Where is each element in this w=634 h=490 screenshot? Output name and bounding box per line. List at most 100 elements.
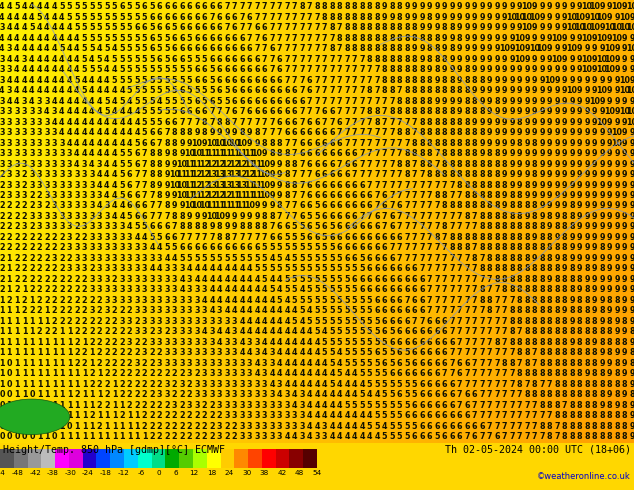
Text: 6: 6 <box>382 201 387 211</box>
Text: 4: 4 <box>352 432 358 441</box>
Text: 5: 5 <box>352 348 358 357</box>
Text: 11: 11 <box>229 201 240 211</box>
Text: 11: 11 <box>184 191 195 200</box>
Text: 4: 4 <box>44 44 49 53</box>
Text: 9: 9 <box>607 212 612 221</box>
Text: 6: 6 <box>427 359 432 368</box>
Text: 6: 6 <box>389 254 395 263</box>
Text: 8: 8 <box>592 380 597 389</box>
Text: 8: 8 <box>389 65 395 74</box>
Text: 6: 6 <box>419 306 425 316</box>
Text: 8: 8 <box>389 107 395 116</box>
Text: 8: 8 <box>532 327 538 336</box>
Text: 5: 5 <box>141 97 147 105</box>
Text: 9: 9 <box>585 75 590 85</box>
Text: 7: 7 <box>299 86 305 95</box>
Text: 3: 3 <box>51 139 57 147</box>
Text: 7: 7 <box>134 180 139 190</box>
Text: 6: 6 <box>262 23 268 32</box>
Text: 9: 9 <box>479 34 485 43</box>
Text: 7: 7 <box>389 97 395 105</box>
Text: 9: 9 <box>592 285 597 294</box>
Text: 6: 6 <box>427 348 432 357</box>
Text: 6: 6 <box>321 139 327 147</box>
Text: 5: 5 <box>352 327 358 336</box>
Text: 7: 7 <box>464 254 470 263</box>
Text: 4: 4 <box>224 285 230 294</box>
Text: 5: 5 <box>374 327 380 336</box>
Text: 1: 1 <box>37 369 42 378</box>
Text: 2: 2 <box>194 432 200 441</box>
Text: 3: 3 <box>186 401 192 410</box>
Text: 8: 8 <box>464 139 470 147</box>
Text: 9: 9 <box>592 212 597 221</box>
Text: 5: 5 <box>157 107 162 116</box>
Text: 6: 6 <box>366 222 372 231</box>
Text: 3: 3 <box>59 149 65 158</box>
Text: 4: 4 <box>344 422 350 431</box>
Text: 6: 6 <box>464 422 470 431</box>
Text: 7: 7 <box>427 191 432 200</box>
Text: 6: 6 <box>397 275 403 284</box>
Text: 9: 9 <box>630 75 634 85</box>
Text: 7: 7 <box>269 34 275 43</box>
Text: 5: 5 <box>37 13 42 22</box>
Text: 9: 9 <box>532 54 538 64</box>
Text: 5: 5 <box>359 348 365 357</box>
Text: 6: 6 <box>389 296 395 305</box>
Text: 10: 10 <box>597 34 607 43</box>
Text: 10: 10 <box>259 160 270 169</box>
Text: 4: 4 <box>14 13 20 22</box>
Text: 8: 8 <box>592 348 597 357</box>
Text: 9: 9 <box>562 160 567 169</box>
Text: 9: 9 <box>495 34 500 43</box>
Text: 7: 7 <box>427 201 432 211</box>
Text: 9: 9 <box>540 23 545 32</box>
Text: 8: 8 <box>524 222 530 231</box>
Text: 8: 8 <box>540 422 545 431</box>
Text: 8: 8 <box>479 180 485 190</box>
Text: 9: 9 <box>607 222 612 231</box>
Text: 6: 6 <box>314 191 320 200</box>
Text: 6: 6 <box>194 75 200 85</box>
Text: 3: 3 <box>127 244 133 252</box>
Text: 4: 4 <box>112 160 117 169</box>
Text: 9: 9 <box>562 139 567 147</box>
Text: 10: 10 <box>612 2 623 11</box>
Text: 8: 8 <box>450 44 455 53</box>
Text: 9: 9 <box>607 86 612 95</box>
Text: 5: 5 <box>389 391 395 399</box>
Text: 8: 8 <box>427 13 432 22</box>
Text: 7: 7 <box>254 2 260 11</box>
Text: 6: 6 <box>157 23 162 32</box>
Text: 4: 4 <box>104 75 110 85</box>
Text: 9: 9 <box>622 201 628 211</box>
Text: 3: 3 <box>276 401 282 410</box>
Text: 4: 4 <box>67 97 72 105</box>
Text: 9: 9 <box>607 391 612 399</box>
Text: 4: 4 <box>6 23 12 32</box>
Text: 4: 4 <box>262 327 268 336</box>
Text: 9: 9 <box>224 128 230 137</box>
Text: 6: 6 <box>397 359 403 368</box>
Text: 9: 9 <box>179 201 184 211</box>
Text: 8: 8 <box>456 160 462 169</box>
Text: 7: 7 <box>269 128 275 137</box>
Text: 6: 6 <box>179 2 184 11</box>
Text: 8: 8 <box>404 75 410 85</box>
Text: 8: 8 <box>352 2 358 11</box>
Text: 6: 6 <box>247 244 252 252</box>
Text: 10: 10 <box>597 118 607 126</box>
Text: 4: 4 <box>321 401 327 410</box>
Text: 4: 4 <box>89 75 94 85</box>
Text: 10: 10 <box>259 180 270 190</box>
Text: 6: 6 <box>194 44 200 53</box>
Text: 5: 5 <box>141 128 147 137</box>
Text: 7: 7 <box>397 212 403 221</box>
Text: 2: 2 <box>164 432 170 441</box>
Text: 4: 4 <box>276 327 282 336</box>
Text: 7: 7 <box>374 128 380 137</box>
Text: 8: 8 <box>434 233 440 242</box>
Text: 4: 4 <box>22 23 27 32</box>
Text: 4: 4 <box>6 54 12 64</box>
